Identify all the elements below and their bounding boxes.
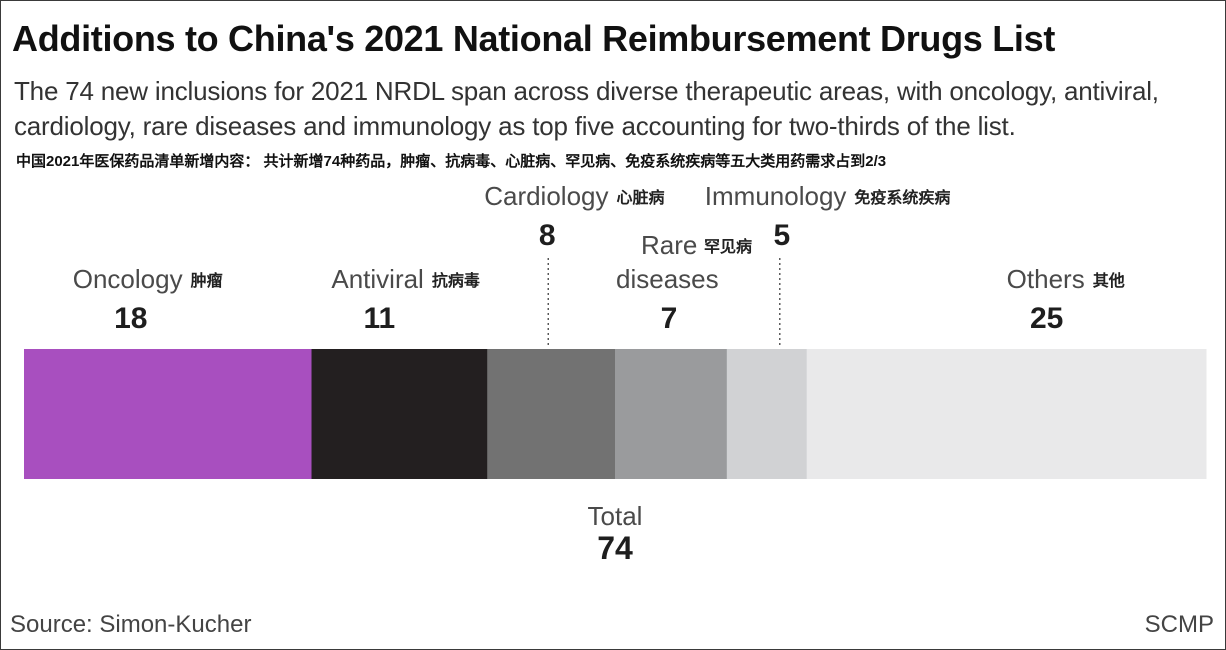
bar-segment-immunology: [726, 349, 808, 479]
category-label-cn-others: 其他: [1093, 271, 1125, 290]
publisher-credit: SCMP: [1144, 611, 1214, 638]
stacked-bar-chart: Oncology 肿瘤 18 Antiviral 抗病毒 11 Cardiology 心脏病 8…: [24, 181, 1207, 566]
category-label-rare-diseases-line1: Rare: [641, 230, 697, 260]
value-label-immunology: 5: [773, 219, 790, 252]
bar-segment-rare-diseases: [615, 349, 728, 479]
chart-subtitle-chinese: 中国2021年医保药品清单新增内容： 共计新增74种药品，肿瘤、抗病毒、心脏病、…: [16, 153, 887, 170]
total-label: Total: [588, 501, 643, 531]
value-label-oncology: 18: [114, 302, 147, 335]
category-label-cn-immunology: 免疫系统疾病: [854, 188, 950, 207]
category-label-antiviral: Antiviral: [331, 264, 423, 294]
category-label-others: Others: [1007, 264, 1085, 294]
category-label-cn-oncology: 肿瘤: [191, 271, 223, 290]
category-label-immunology: Immunology: [705, 181, 847, 211]
bar-segment-cardiology: [487, 349, 616, 479]
category-label-cn-rare-diseases: 罕见病: [704, 237, 752, 256]
source-note: Source: Simon-Kucher: [10, 611, 252, 638]
value-label-antiviral: 11: [364, 302, 396, 335]
value-label-others: 25: [1030, 302, 1063, 335]
bar-segment-antiviral: [311, 349, 488, 479]
category-label-cn-cardiology: 心脏病: [617, 188, 665, 207]
bar-segment-others: [806, 349, 1207, 479]
value-label-cardiology: 8: [539, 219, 556, 252]
chart-title: Additions to China's 2021 National Reimb…: [12, 18, 1056, 59]
chart-subtitle: The 74 new inclusions for 2021 NRDL span…: [14, 76, 1159, 141]
value-label-rare-diseases: 7: [661, 302, 678, 335]
category-label-rare-diseases-line2: diseases: [616, 264, 719, 294]
category-label-cardiology: Cardiology: [484, 181, 608, 211]
category-label-cn-antiviral: 抗病毒: [432, 271, 480, 290]
bar-segment-oncology: [24, 349, 313, 479]
category-label-oncology: Oncology: [73, 264, 183, 294]
total-value: 74: [597, 530, 633, 566]
